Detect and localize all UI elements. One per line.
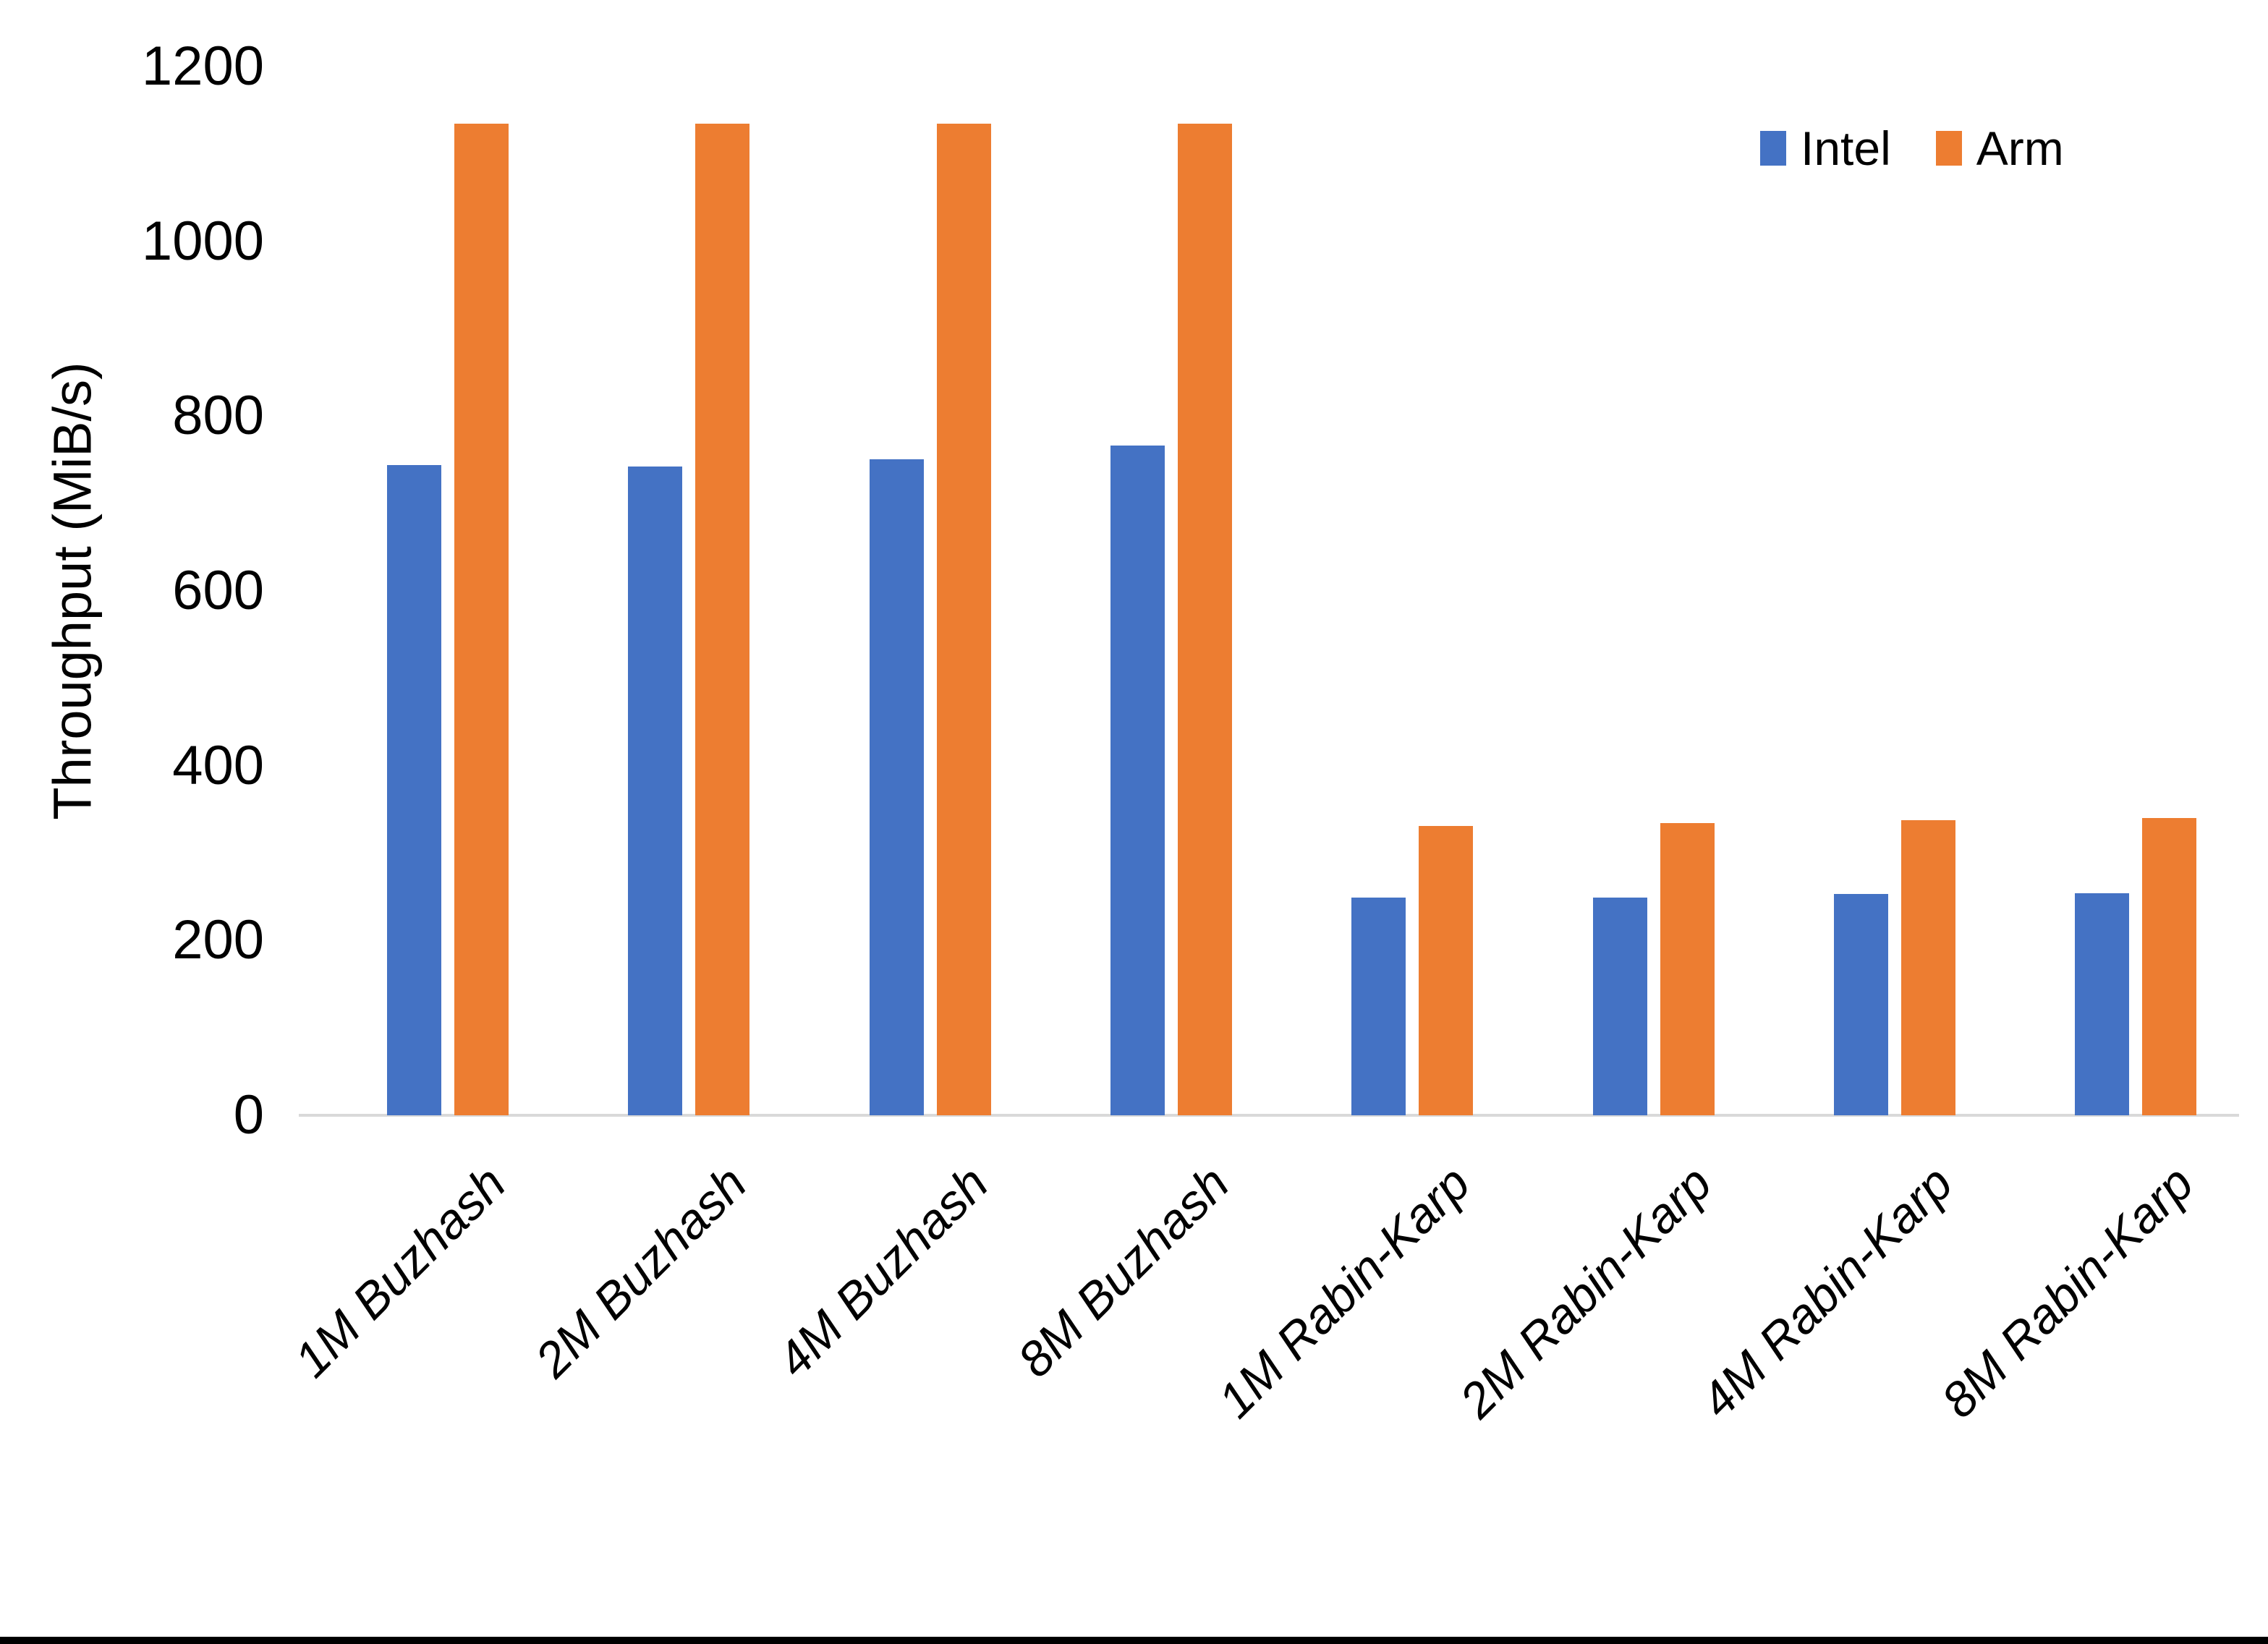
bar-arm (1660, 823, 1715, 1115)
bar-intel (1592, 898, 1647, 1115)
legend-swatch-arm (1935, 131, 1962, 166)
x-category-label: 2M Rabin-Karp (1448, 1155, 1722, 1428)
x-category-label: 8M Buzhash (1007, 1155, 1240, 1388)
bar-arm (936, 123, 991, 1115)
x-category-label: 4M Buzhash (766, 1155, 999, 1388)
y-tick-label: 1000 (141, 210, 264, 272)
bar-intel (869, 459, 924, 1115)
x-category-label: 8M Rabin-Karp (1931, 1155, 2204, 1428)
x-category-label: 1M Rabin-Karp (1207, 1155, 1481, 1428)
bar-arm (1419, 826, 1474, 1115)
legend-label: Intel (1801, 122, 1891, 175)
bar-arm (2142, 818, 2197, 1115)
bar-arm (1900, 819, 1955, 1115)
bar-arm (454, 123, 509, 1115)
y-tick-label: 600 (172, 560, 264, 621)
bottom-border (0, 1637, 2268, 1644)
y-tick-label: 400 (172, 734, 264, 796)
x-axis-line (299, 1114, 2239, 1117)
bar-intel (628, 467, 683, 1115)
x-category-label: 4M Rabin-Karp (1690, 1155, 1963, 1428)
y-tick-label: 800 (172, 385, 264, 447)
legend-item-arm: Arm (1935, 122, 2064, 175)
x-category-label: 1M Buzhash (284, 1155, 517, 1388)
x-category-label: 2M Buzhash (524, 1155, 757, 1388)
y-tick-label: 1200 (141, 35, 264, 97)
legend-swatch-intel (1760, 131, 1786, 166)
bar-intel (387, 465, 441, 1115)
bar-arm (695, 123, 750, 1115)
bar-intel (1351, 898, 1406, 1115)
legend: Intel Arm (1760, 124, 2064, 172)
y-tick-label: 0 (233, 1084, 264, 1146)
bar-intel (1110, 446, 1165, 1115)
bar-arm (1177, 123, 1232, 1115)
y-tick-label: 200 (172, 909, 264, 971)
legend-item-intel: Intel (1760, 124, 1891, 172)
bar-intel (2075, 893, 2130, 1115)
bar-intel (1833, 894, 1888, 1115)
legend-label: Arm (1976, 122, 2064, 175)
